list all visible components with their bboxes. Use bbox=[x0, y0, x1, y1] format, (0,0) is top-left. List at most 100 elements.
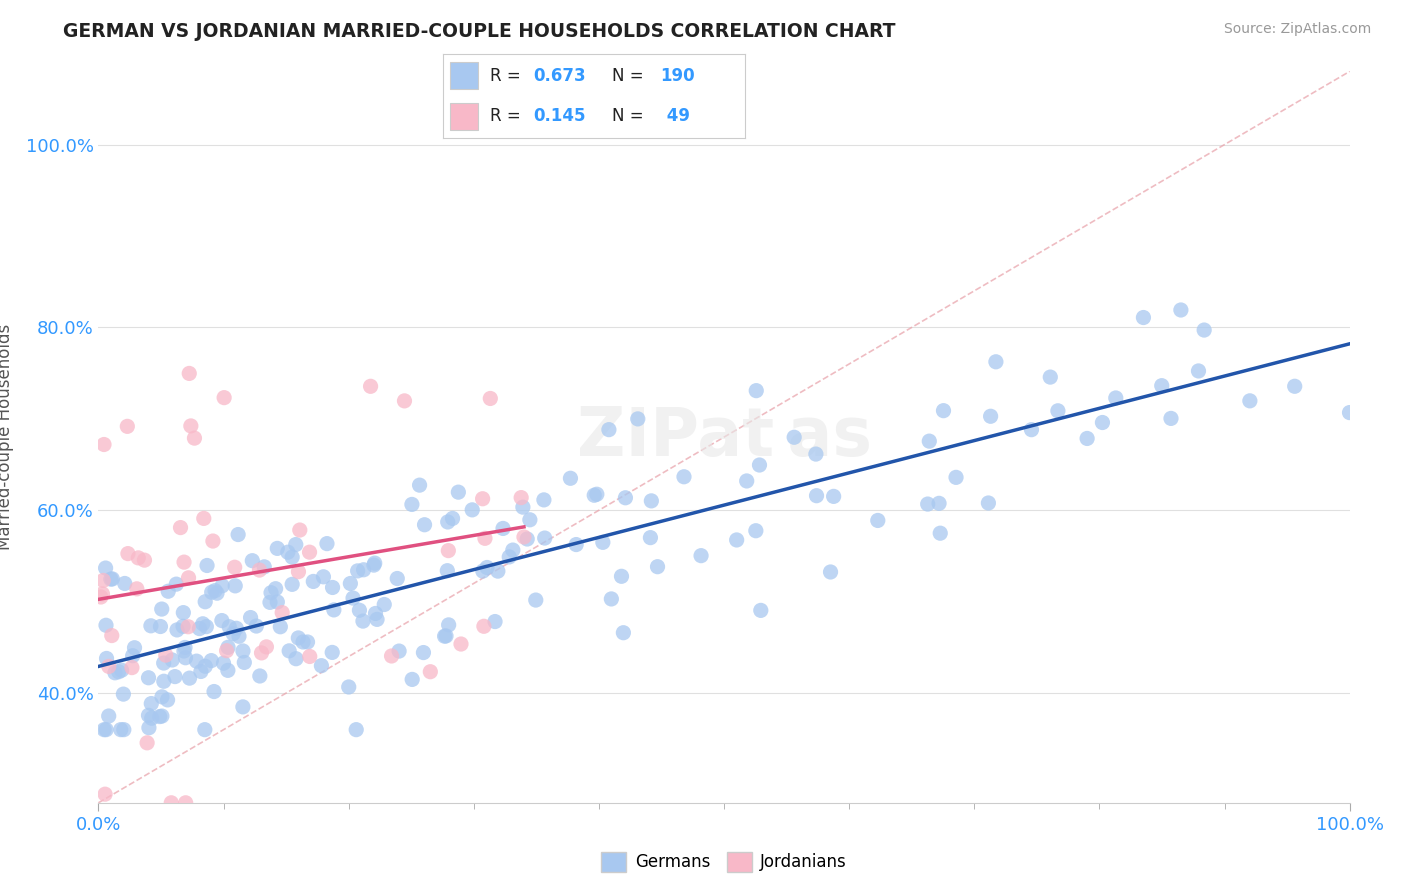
Point bbox=[302, 574, 325, 589]
Point bbox=[233, 656, 256, 670]
Point bbox=[141, 711, 163, 725]
Point bbox=[598, 423, 620, 437]
Point bbox=[337, 680, 360, 694]
Point bbox=[228, 629, 250, 643]
Point bbox=[264, 582, 287, 596]
Point bbox=[441, 511, 464, 525]
Point bbox=[212, 391, 235, 405]
Point bbox=[269, 620, 291, 634]
Point bbox=[232, 699, 254, 714]
Text: R =: R = bbox=[489, 67, 526, 85]
Point bbox=[201, 585, 224, 599]
Point bbox=[93, 723, 115, 737]
Point bbox=[222, 626, 245, 640]
Point bbox=[217, 640, 239, 655]
Point bbox=[153, 674, 176, 689]
Point bbox=[174, 650, 197, 665]
Point bbox=[139, 619, 162, 633]
Point bbox=[94, 561, 117, 575]
Point bbox=[408, 478, 430, 492]
Point bbox=[1150, 378, 1173, 392]
Point bbox=[136, 736, 159, 750]
Point bbox=[94, 723, 117, 737]
Point bbox=[364, 556, 387, 570]
Point bbox=[380, 648, 402, 663]
Point bbox=[984, 355, 1007, 369]
Point bbox=[600, 591, 623, 606]
Point bbox=[100, 572, 122, 586]
Point bbox=[823, 489, 845, 503]
Point bbox=[533, 492, 555, 507]
Point bbox=[524, 593, 547, 607]
Point bbox=[472, 619, 495, 633]
Point bbox=[215, 643, 238, 657]
Point bbox=[1046, 404, 1069, 418]
Point bbox=[194, 659, 217, 673]
FancyBboxPatch shape bbox=[450, 103, 478, 130]
Point bbox=[287, 631, 309, 645]
Point bbox=[353, 563, 375, 577]
Point bbox=[201, 534, 224, 549]
Point bbox=[1339, 406, 1361, 420]
Point bbox=[114, 576, 136, 591]
Point bbox=[195, 558, 218, 573]
Text: N =: N = bbox=[612, 67, 650, 85]
Point bbox=[173, 644, 195, 658]
Point bbox=[193, 511, 215, 525]
Point bbox=[117, 547, 139, 561]
Point bbox=[612, 625, 634, 640]
Point bbox=[259, 595, 281, 609]
Point bbox=[281, 550, 304, 565]
Point bbox=[932, 403, 955, 417]
Point bbox=[533, 531, 555, 545]
Point bbox=[419, 665, 441, 679]
Point bbox=[288, 523, 311, 537]
Point bbox=[253, 559, 276, 574]
Point bbox=[163, 670, 186, 684]
Point bbox=[188, 622, 211, 636]
Point bbox=[298, 649, 321, 664]
Point bbox=[929, 526, 952, 541]
Point bbox=[344, 723, 367, 737]
Point bbox=[1187, 364, 1209, 378]
Point bbox=[745, 524, 768, 538]
Point bbox=[173, 555, 195, 569]
Point bbox=[94, 787, 117, 801]
Point bbox=[1105, 391, 1128, 405]
Point bbox=[254, 640, 277, 654]
Point bbox=[100, 629, 122, 643]
Point bbox=[412, 646, 434, 660]
Point bbox=[225, 621, 247, 635]
Point bbox=[322, 603, 344, 617]
Point bbox=[281, 577, 304, 591]
Legend: Germans, Jordanians: Germans, Jordanians bbox=[595, 845, 853, 879]
Point bbox=[749, 603, 772, 617]
Point bbox=[745, 384, 768, 398]
Point bbox=[249, 563, 271, 577]
Point bbox=[190, 665, 212, 679]
Point bbox=[125, 582, 148, 596]
Point bbox=[322, 581, 344, 595]
Point bbox=[364, 607, 387, 621]
Point bbox=[917, 497, 939, 511]
Point bbox=[218, 620, 240, 634]
Point bbox=[349, 603, 371, 617]
Point bbox=[91, 574, 114, 588]
Text: 190: 190 bbox=[661, 67, 695, 85]
Point bbox=[866, 513, 889, 527]
Point bbox=[104, 665, 127, 680]
Point bbox=[107, 665, 129, 679]
Point bbox=[471, 564, 494, 578]
Point bbox=[479, 392, 502, 406]
Point bbox=[627, 412, 650, 426]
Point bbox=[174, 640, 197, 655]
Point bbox=[97, 709, 120, 723]
Point bbox=[160, 653, 183, 667]
Point bbox=[339, 576, 361, 591]
Point bbox=[565, 537, 588, 551]
Point bbox=[366, 612, 388, 626]
Point bbox=[401, 673, 423, 687]
Point bbox=[278, 644, 301, 658]
Point bbox=[124, 640, 146, 655]
Point bbox=[224, 560, 246, 574]
